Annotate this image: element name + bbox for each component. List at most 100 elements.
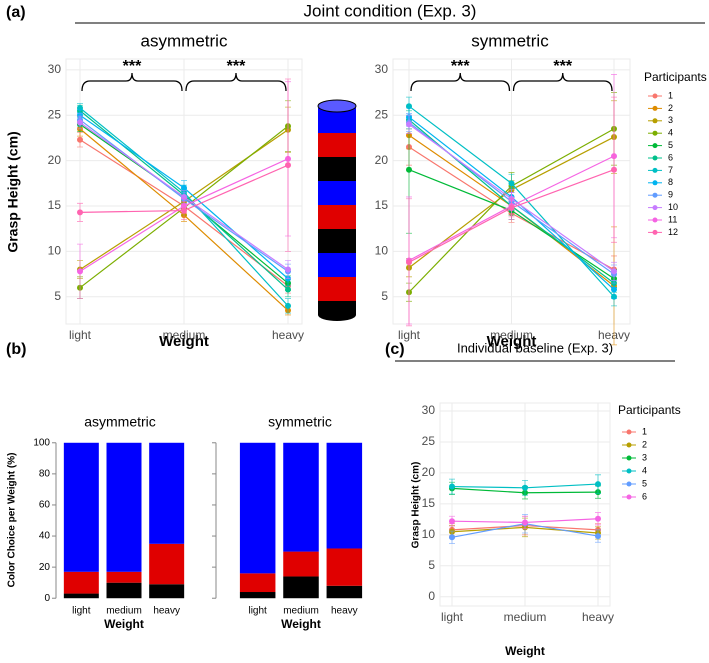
bar-segment (106, 571, 142, 583)
y-tick-label: 10 (422, 527, 436, 541)
panel-label: (c) (385, 341, 405, 358)
bar-segment (106, 442, 142, 572)
data-point (406, 166, 412, 173)
data-point (595, 515, 601, 522)
legend-label: 5 (668, 140, 673, 150)
legend-swatch (652, 229, 658, 235)
significance-label: *** (227, 58, 246, 75)
legend-label: 7 (668, 165, 673, 175)
legend-label: 10 (668, 202, 678, 212)
legend-swatch (652, 130, 658, 136)
data-point (285, 286, 291, 293)
y-tick-label: 30 (48, 62, 62, 76)
data-point (449, 518, 455, 525)
legend-swatch (626, 494, 632, 500)
bar-segment (63, 571, 99, 594)
legend-swatch (626, 455, 632, 461)
legend-label: 5 (642, 478, 647, 488)
legend-swatch (652, 118, 658, 124)
bar-segment (239, 592, 276, 599)
y-tick-label: 25 (375, 107, 389, 121)
data-point (285, 302, 291, 309)
y-tick-label: 60 (39, 500, 51, 511)
legend-swatch (652, 180, 658, 186)
panel-label: (b) (6, 341, 26, 358)
significance-label: *** (123, 58, 142, 75)
data-point (285, 162, 291, 169)
x-axis-label: Weight (281, 617, 321, 631)
x-axis-label: Weight (505, 644, 545, 658)
legend-swatch (652, 217, 658, 223)
legend-label: 1 (668, 90, 673, 100)
legend-label: 12 (668, 227, 678, 237)
data-point (611, 268, 617, 275)
legend-label: 11 (668, 214, 677, 224)
y-tick-label: 10 (48, 244, 62, 258)
bar-segment (326, 442, 363, 549)
legend-label: 3 (642, 452, 647, 462)
chart-subtitle: asymmetric (141, 31, 228, 50)
y-tick-label: 20 (422, 465, 436, 479)
data-point (508, 180, 515, 187)
data-point (595, 533, 601, 540)
y-tick-label: 0 (44, 593, 50, 604)
legend-label: 3 (668, 115, 673, 125)
bar-segment (239, 573, 276, 593)
legend-label: 2 (642, 439, 647, 449)
y-tick-label: 25 (422, 434, 436, 448)
significance-bracket (185, 72, 287, 92)
x-tick-label: light (398, 328, 421, 342)
data-point (611, 166, 617, 173)
chart-subtitle: Individual baseline (Exp. 3) (457, 340, 613, 355)
y-tick-label: 30 (375, 62, 389, 76)
data-point (611, 286, 617, 293)
significance-bracket (512, 72, 613, 92)
x-axis-label: Weight (104, 617, 144, 631)
x-tick-label: medium (283, 606, 319, 617)
y-tick-label: 40 (39, 531, 51, 542)
legend-swatch (626, 468, 632, 474)
legend-swatch (626, 442, 632, 448)
legend-label: 4 (668, 128, 673, 138)
bar-segment (326, 548, 363, 586)
data-point (181, 207, 187, 214)
bar-segment (106, 582, 142, 599)
y-tick-label: 15 (375, 198, 389, 212)
data-point (406, 259, 412, 266)
y-tick-label: 30 (422, 403, 436, 417)
y-tick-label: 80 (39, 469, 51, 480)
data-point (406, 121, 412, 128)
y-tick-label: 15 (422, 496, 436, 510)
x-tick-label: medium (106, 606, 142, 617)
x-tick-label: medium (504, 610, 547, 624)
data-point (77, 209, 83, 216)
chart-subtitle: asymmetric (84, 414, 156, 430)
y-tick-label: 5 (381, 289, 388, 303)
y-tick-label: 20 (48, 153, 62, 167)
legend-title: Participants (618, 403, 681, 417)
data-point (522, 519, 528, 526)
legend-label: 6 (642, 491, 647, 501)
data-point (508, 204, 515, 211)
legend-swatch (652, 167, 658, 173)
bar-segment (283, 442, 319, 552)
legend-label: 9 (668, 190, 673, 200)
figure-title: Joint condition (Exp. 3) (304, 1, 477, 20)
y-tick-label: 25 (48, 107, 62, 121)
legend-swatch (652, 205, 658, 211)
data-point (449, 483, 455, 490)
x-tick-label: medium (490, 328, 533, 342)
data-point (77, 136, 83, 143)
x-tick-label: heavy (582, 610, 614, 624)
significance-label: *** (451, 58, 470, 75)
legend-swatch (626, 481, 632, 487)
y-tick-label: 20 (39, 562, 51, 573)
bar-segment (63, 442, 99, 572)
chart-subtitle: symmetric (471, 31, 549, 50)
x-tick-label: light (69, 328, 92, 342)
y-tick-label: 10 (375, 244, 389, 258)
significance-bracket (410, 72, 511, 92)
legend-title: Participants (644, 70, 707, 84)
significance-label: *** (553, 58, 572, 75)
